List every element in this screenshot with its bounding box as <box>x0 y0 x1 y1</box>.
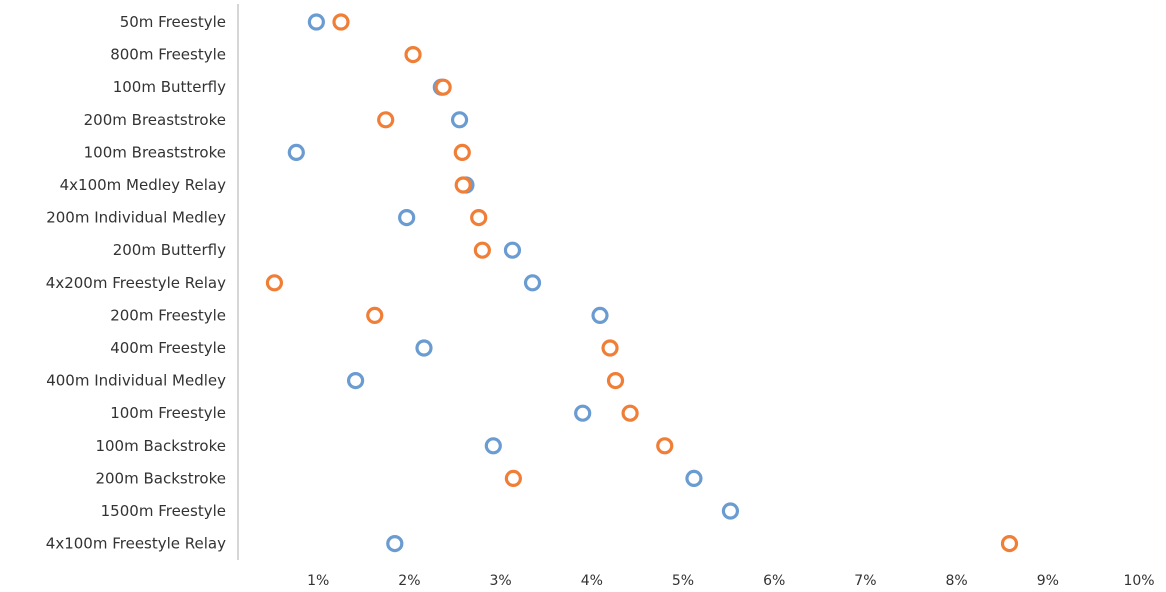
x-tick-labels: 1% 2% 3% 4% 5% 6% 7% 8% 9% 10% <box>307 573 1154 589</box>
data-point-series-1 <box>307 13 325 31</box>
x-tick-label: 3% <box>489 573 511 589</box>
data-point-series-2 <box>1000 534 1019 553</box>
data-point-series-1 <box>450 111 469 129</box>
category-label: 4x100m Freestyle Relay <box>46 535 226 553</box>
category-labels: 50m Freestyle 800m Freestyle 100m Butterfl… <box>46 13 226 553</box>
data-point-series-1 <box>591 306 609 324</box>
data-point-series-1 <box>523 274 542 292</box>
data-point-series-2 <box>332 13 350 31</box>
x-tick-label: 1% <box>307 573 329 589</box>
x-tick-label: 9% <box>1037 573 1059 589</box>
data-point-series-1 <box>398 209 416 227</box>
category-label: 200m Freestyle <box>110 306 226 324</box>
data-point-series-1 <box>484 437 502 455</box>
category-label: 100m Butterfly <box>113 78 226 96</box>
category-label: 4x100m Medley Relay <box>60 176 227 194</box>
category-label: 1500m Freestyle <box>101 502 226 520</box>
data-point-series-2 <box>404 45 422 64</box>
category-label: 200m Backstroke <box>95 469 226 487</box>
x-tick-label: 7% <box>854 573 876 589</box>
data-points <box>265 13 1019 553</box>
x-tick-label: 6% <box>763 573 785 589</box>
x-tick-label: 10% <box>1123 573 1154 589</box>
data-point-series-2 <box>434 78 452 96</box>
data-point-series-1 <box>386 534 404 553</box>
data-point-series-2 <box>265 274 284 292</box>
data-point-series-2 <box>473 241 491 259</box>
data-point-series-1 <box>503 241 522 259</box>
category-label: 200m Breaststroke <box>84 111 226 129</box>
data-point-series-2 <box>621 404 639 422</box>
data-point-series-2 <box>601 339 619 357</box>
data-point-series-2 <box>453 143 471 161</box>
data-point-series-2 <box>454 176 472 194</box>
category-label: 200m Individual Medley <box>46 209 226 227</box>
category-label: 50m Freestyle <box>120 13 226 31</box>
category-label: 200m Butterfly <box>113 241 226 259</box>
data-point-series-1 <box>574 404 592 422</box>
category-label: 800m Freestyle <box>110 46 226 64</box>
data-point-series-2 <box>470 209 488 227</box>
data-point-series-2 <box>366 306 384 324</box>
data-point-series-1 <box>685 469 703 487</box>
category-label: 400m Freestyle <box>110 339 226 357</box>
data-point-series-2 <box>504 469 522 487</box>
data-point-series-1 <box>346 372 365 390</box>
data-point-series-1 <box>721 502 740 520</box>
x-tick-label: 2% <box>398 573 420 589</box>
data-point-series-1 <box>415 339 433 357</box>
data-point-series-1 <box>287 143 305 161</box>
category-label: 4x200m Freestyle Relay <box>46 274 226 292</box>
x-tick-label: 5% <box>672 573 694 589</box>
category-label: 100m Freestyle <box>110 404 226 422</box>
data-point-series-2 <box>377 111 395 129</box>
category-label: 400m Individual Medley <box>46 372 226 390</box>
x-tick-label: 4% <box>581 573 603 589</box>
data-point-series-2 <box>656 437 674 455</box>
x-tick-label: 8% <box>945 573 967 589</box>
category-label: 100m Breaststroke <box>84 143 226 161</box>
data-point-series-2 <box>606 372 625 390</box>
category-label: 100m Backstroke <box>95 437 226 455</box>
